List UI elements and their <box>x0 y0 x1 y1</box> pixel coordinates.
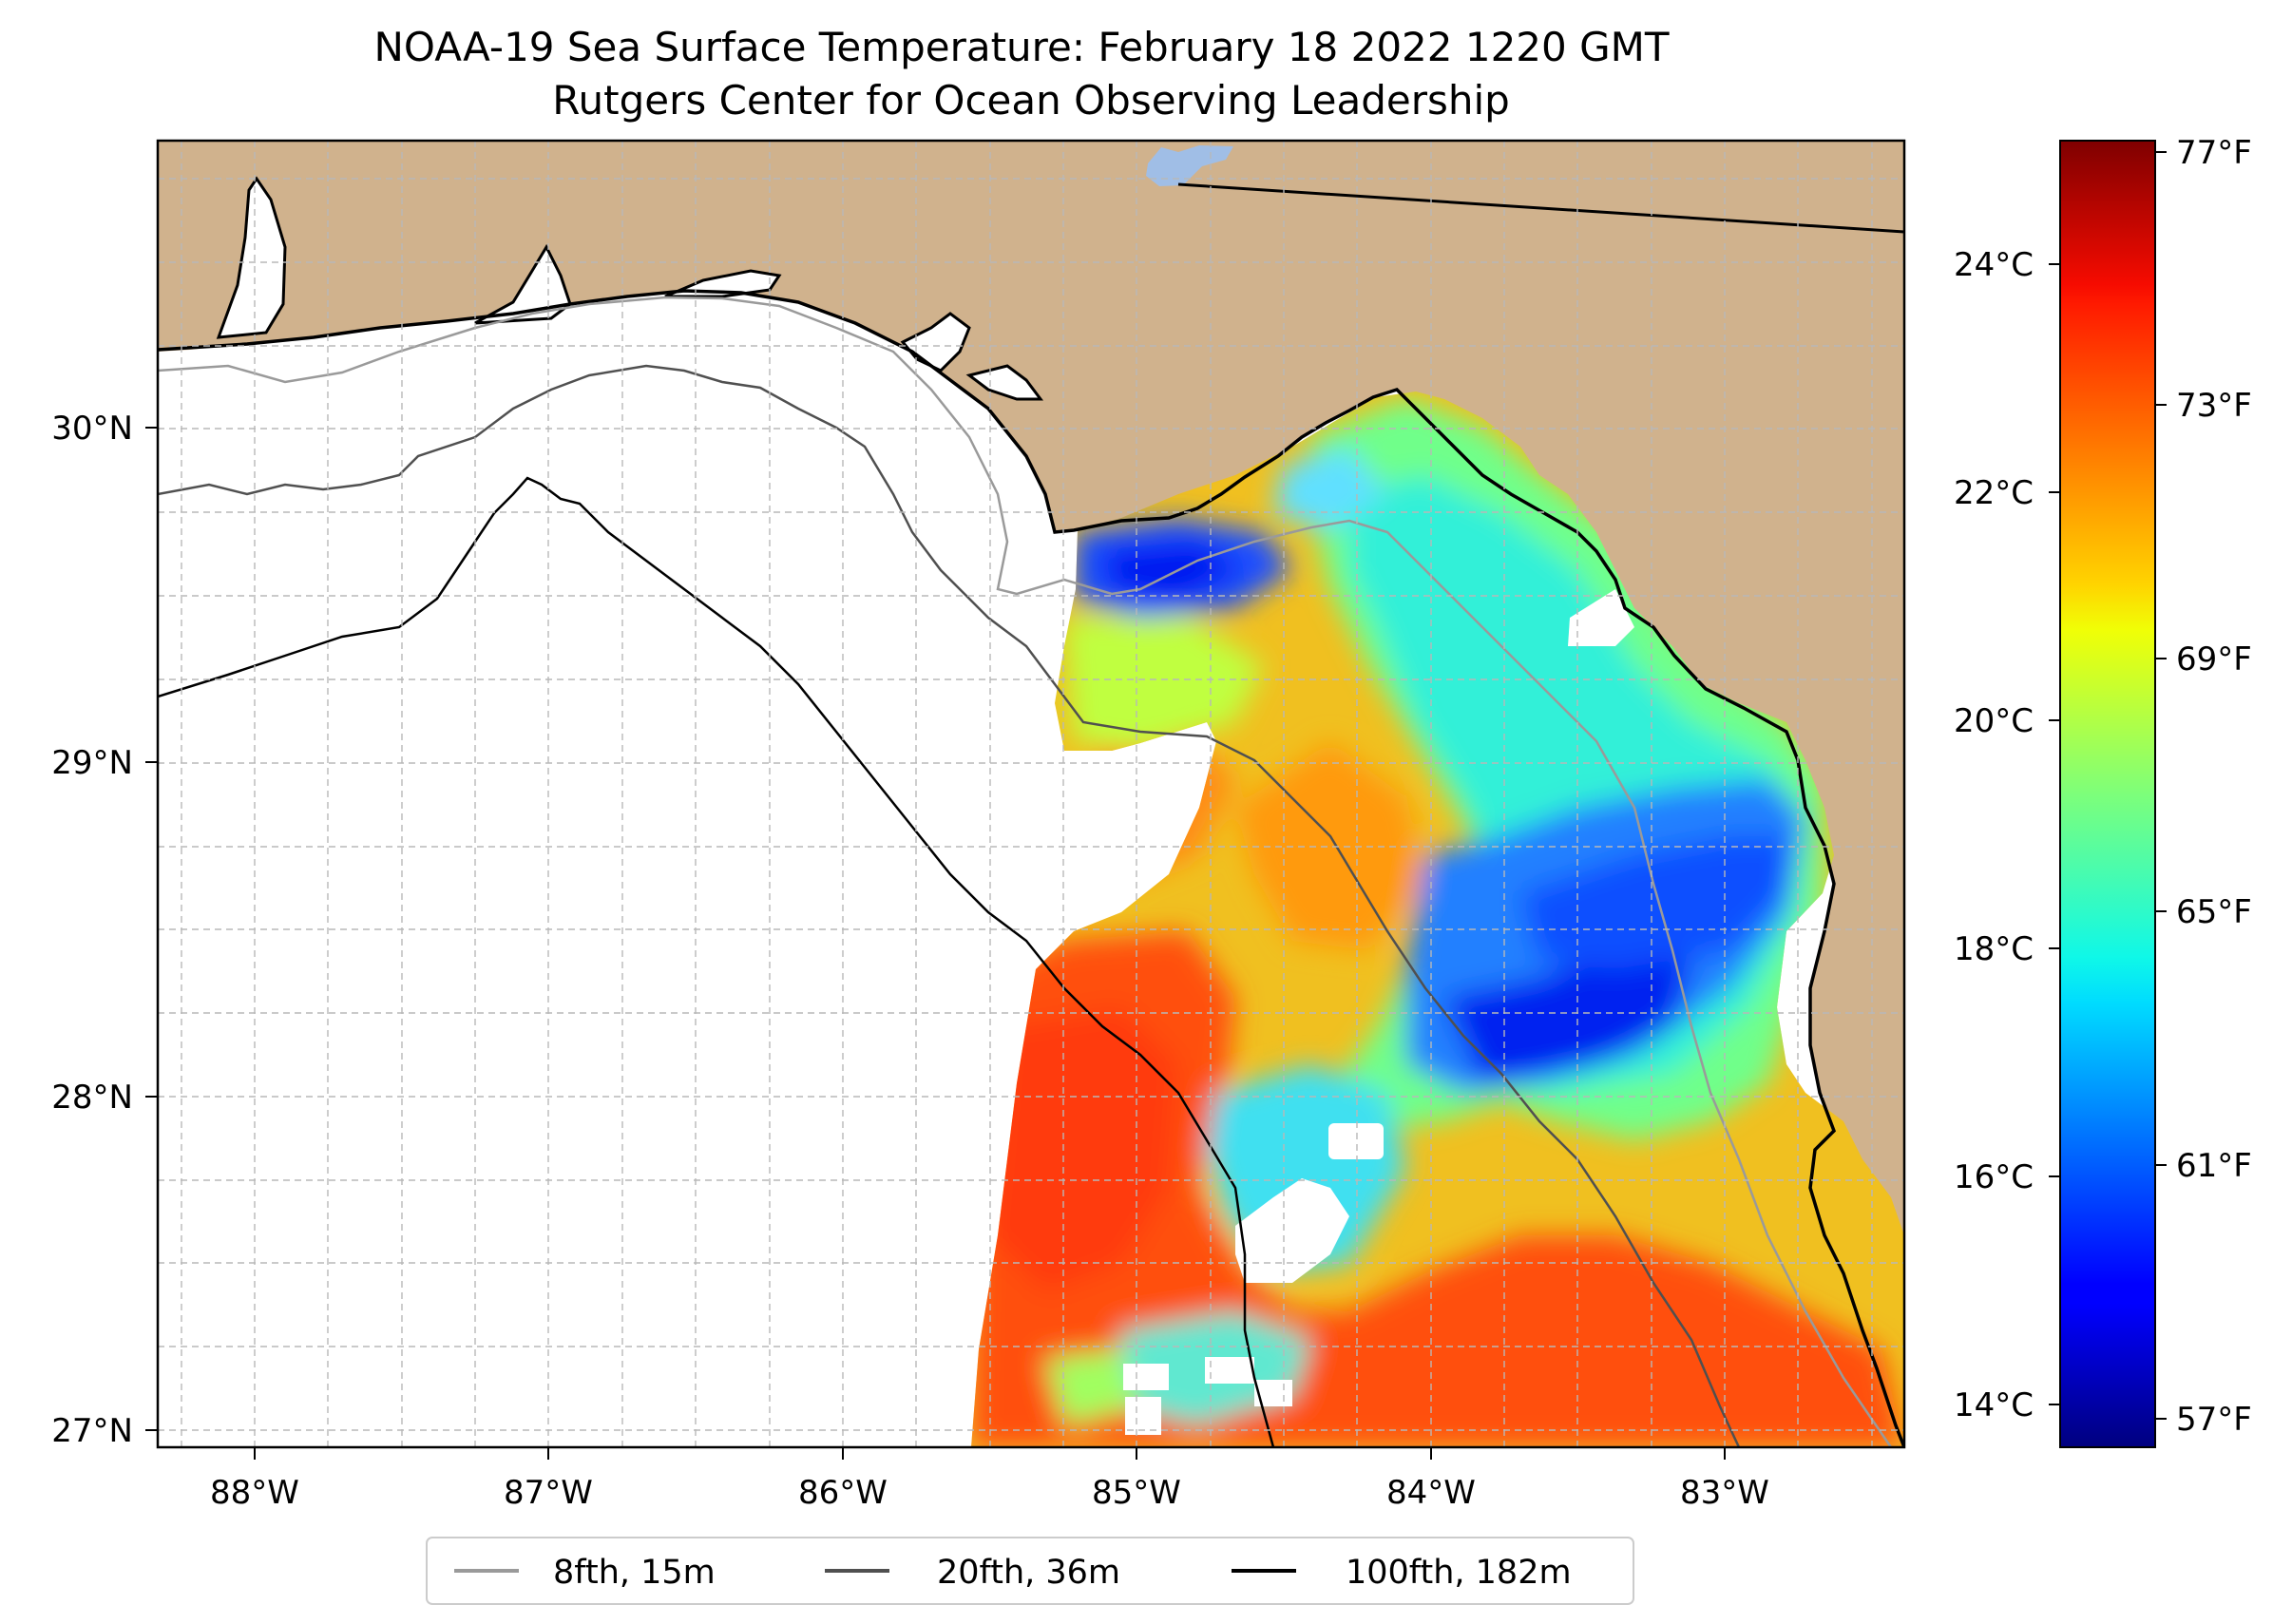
isobath-100fth <box>158 476 1275 1447</box>
lon-tick-labels: 88°W 87°W 86°W 85°W 84°W 83°W <box>210 1474 1769 1512</box>
lon-tick-label: 87°W <box>504 1474 593 1512</box>
legend-label-8fth: 8fth, 15m <box>553 1554 716 1592</box>
fahrenheit-tick-label: 61°F <box>2176 1147 2252 1185</box>
celsius-tick-label: 24°C <box>1954 246 2034 284</box>
fahrenheit-tick-label: 77°F <box>2176 134 2252 172</box>
chart-title: NOAA-19 Sea Surface Temperature: Februar… <box>373 24 1669 70</box>
grid <box>158 141 1904 1447</box>
lat-tick-labels: 27°N 28°N 29°N 30°N <box>51 410 133 1450</box>
bay-pensacola <box>474 243 572 325</box>
legend-box <box>426 1537 1634 1605</box>
colorbar: 14°C 16°C 18°C 20°C 22°C 24°C 57°F 61°F … <box>1954 134 2252 1448</box>
no-data-patch <box>1123 1364 1169 1390</box>
lon-tick-label: 88°W <box>210 1474 299 1512</box>
lon-tick-label: 84°W <box>1386 1474 1476 1512</box>
celsius-tick-label: 20°C <box>1954 702 2034 740</box>
colorbar-ticks <box>2049 151 2167 1420</box>
no-data-patch <box>1125 1397 1161 1435</box>
bay-st-joe <box>965 364 1043 401</box>
isobath-20fth <box>158 364 1741 1447</box>
lat-tick-label: 28°N <box>51 1079 133 1117</box>
legend-label-100fth: 100fth, 182m <box>1346 1554 1572 1592</box>
lat-tick-label: 30°N <box>51 410 133 448</box>
lon-tick-label: 83°W <box>1680 1474 1769 1512</box>
legend-label-20fth: 20fth, 36m <box>937 1554 1120 1592</box>
celsius-tick-labels: 14°C 16°C 18°C 20°C 22°C 24°C <box>1954 246 2034 1424</box>
lat-tick-label: 27°N <box>51 1412 133 1450</box>
fahrenheit-tick-label: 69°F <box>2176 640 2252 678</box>
land-north <box>158 141 1904 1447</box>
lat-tick-label: 29°N <box>51 744 133 782</box>
fahrenheit-tick-label: 57°F <box>2176 1401 2252 1439</box>
celsius-tick-label: 22°C <box>1954 474 2034 512</box>
chart-subtitle: Rutgers Center for Ocean Observing Leade… <box>552 77 1510 124</box>
legend: 8fth, 15m 20fth, 36m 100fth, 182m <box>426 1537 1634 1605</box>
fahrenheit-tick-label: 65°F <box>2176 893 2252 931</box>
fahrenheit-tick-label: 73°F <box>2176 387 2252 425</box>
lon-tick-label: 86°W <box>798 1474 888 1512</box>
fahrenheit-tick-labels: 57°F 61°F 65°F 69°F 73°F 77°F <box>2176 134 2252 1439</box>
no-data-patch <box>1235 1178 1349 1283</box>
bay-mobile <box>216 176 287 339</box>
lake <box>1146 145 1233 186</box>
map-frame <box>156 139 1906 1449</box>
no-data-patch <box>1328 1123 1384 1159</box>
no-data-patch <box>1205 1357 1254 1384</box>
coastline <box>158 289 1904 1447</box>
state-boundary <box>1177 182 1904 234</box>
celsius-tick-label: 18°C <box>1954 930 2034 968</box>
map-area <box>158 141 1904 1447</box>
celsius-tick-label: 16°C <box>1954 1158 2034 1196</box>
lon-tick-label: 85°W <box>1092 1474 1181 1512</box>
colorbar-gradient <box>2059 140 2156 1448</box>
no-data-patch <box>1568 589 1634 646</box>
isobath-8fth <box>158 296 1893 1447</box>
lon-tick-marks <box>145 427 1726 1460</box>
celsius-tick-label: 14°C <box>1954 1386 2034 1424</box>
